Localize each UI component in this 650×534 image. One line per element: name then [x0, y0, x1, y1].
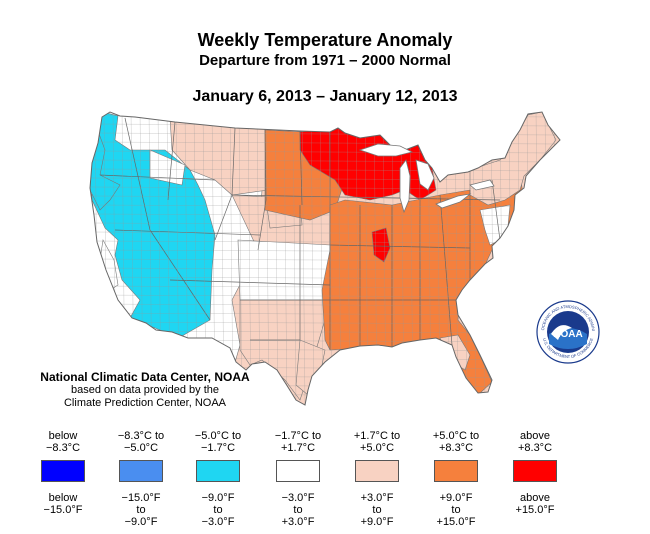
legend-item: −1.7°C to +1.7°C −3.0°F to +3.0°F — [258, 428, 338, 528]
credit-line-2: based on data provided by the — [70, 384, 219, 396]
legend-item: below −8.3°C below −15.0°F — [23, 428, 103, 516]
legend-fahrenheit-label: to — [136, 504, 146, 516]
credit-line-1: National Climatic Data Center, NOAA — [40, 370, 250, 384]
lake-huron — [415, 159, 435, 191]
lake-ontario — [469, 179, 495, 191]
legend-celsius-label: −8.3°C — [45, 442, 81, 454]
legend-swatch — [434, 460, 478, 482]
region-kansas-normal-partial — [237, 239, 331, 301]
legend-fahrenheit-label: −15.0°F — [43, 504, 83, 516]
legend-celsius-label: +5.0°C — [359, 442, 395, 454]
legend-fahrenheit-label: −3.0°F — [201, 516, 235, 528]
legend-swatch — [119, 460, 163, 482]
legend-swatch — [41, 460, 85, 482]
legend-fahrenheit-label: −9.0°F — [124, 516, 158, 528]
legend-celsius-label: +8.3°C — [438, 442, 474, 454]
legend-item: above +8.3°C above +15.0°F — [495, 428, 575, 516]
lake-superior — [358, 143, 414, 157]
legend-fahrenheit-label: to — [213, 504, 223, 516]
legend-celsius-label: −8.3°C to — [117, 430, 165, 442]
legend-celsius-label: above — [520, 430, 550, 442]
legend-fahrenheit-label: +9.0°F — [439, 492, 473, 504]
lake-erie — [435, 193, 472, 209]
legend-fahrenheit-label: to — [293, 504, 303, 516]
credit-line-3: Climate Prediction Center, NOAA — [63, 397, 226, 409]
legend-fahrenheit-label: +3.0°F — [360, 492, 394, 504]
legend-celsius-label: −5.0°C — [123, 442, 159, 454]
region-south-texas-warm — [295, 339, 326, 396]
legend-celsius-label: below — [48, 430, 78, 442]
legend-fahrenheit-label: below — [48, 492, 78, 504]
legend-celsius-label: −1.7°C to — [274, 430, 322, 442]
legend-celsius-label: +8.3°C — [517, 442, 553, 454]
legend-item: −5.0°C to −1.7°C −9.0°F to −3.0°F — [178, 428, 258, 528]
legend-swatch — [355, 460, 399, 482]
noaa-logo-text: NOAA — [553, 329, 582, 340]
legend-swatch — [196, 460, 240, 482]
legend-fahrenheit-label: −9.0°F — [201, 492, 235, 504]
legend-fahrenheit-label: +3.0°F — [281, 516, 315, 528]
map-title: Weekly Temperature Anomaly — [197, 30, 453, 50]
noaa-logo-icon: NOAA NATIONAL OCEANIC AND ATMOSPHERIC AD… — [536, 300, 600, 364]
legend-item: +5.0°C to +8.3°C +9.0°F to +15.0°F — [416, 428, 496, 528]
legend-celsius-label: −1.7°C — [200, 442, 236, 454]
legend-celsius-label: +1.7°C — [280, 442, 316, 454]
legend-fahrenheit-label: to — [372, 504, 382, 516]
legend-fahrenheit-label: −3.0°F — [281, 492, 315, 504]
legend-celsius-label: +1.7°C to — [353, 430, 401, 442]
legend-fahrenheit-label: +15.0°F — [515, 504, 555, 516]
legend-fahrenheit-label: +15.0°F — [436, 516, 476, 528]
legend-fahrenheit-label: to — [451, 504, 461, 516]
legend-fahrenheit-label: −15.0°F — [121, 492, 161, 504]
lake-michigan — [399, 159, 411, 214]
legend-swatch — [276, 460, 320, 482]
legend-swatch — [513, 460, 557, 482]
legend-celsius-label: −5.0°C to — [194, 430, 242, 442]
legend-celsius-label: +5.0°C to — [432, 430, 480, 442]
legend-item: −8.3°C to −5.0°C −15.0°F to −9.0°F — [101, 428, 181, 528]
legend-item: +1.7°C to +5.0°C +3.0°F to +9.0°F — [337, 428, 417, 528]
legend-fahrenheit-label: +9.0°F — [360, 516, 394, 528]
map-subtitle: Departure from 1971 – 2000 Normal — [199, 52, 451, 69]
date-range: January 6, 2013 – January 12, 2013 — [192, 88, 458, 105]
legend-fahrenheit-label: above — [520, 492, 550, 504]
